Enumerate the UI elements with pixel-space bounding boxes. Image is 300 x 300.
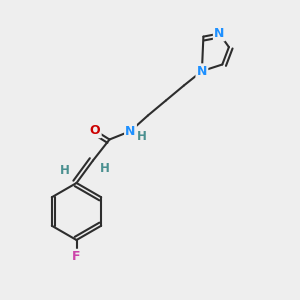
- Text: N: N: [125, 124, 136, 138]
- Text: H: H: [60, 164, 70, 178]
- Text: N: N: [214, 27, 224, 40]
- Text: O: O: [90, 124, 101, 137]
- Text: F: F: [72, 250, 81, 263]
- Text: H: H: [137, 130, 147, 143]
- Text: H: H: [100, 161, 109, 175]
- Text: N: N: [197, 64, 207, 78]
